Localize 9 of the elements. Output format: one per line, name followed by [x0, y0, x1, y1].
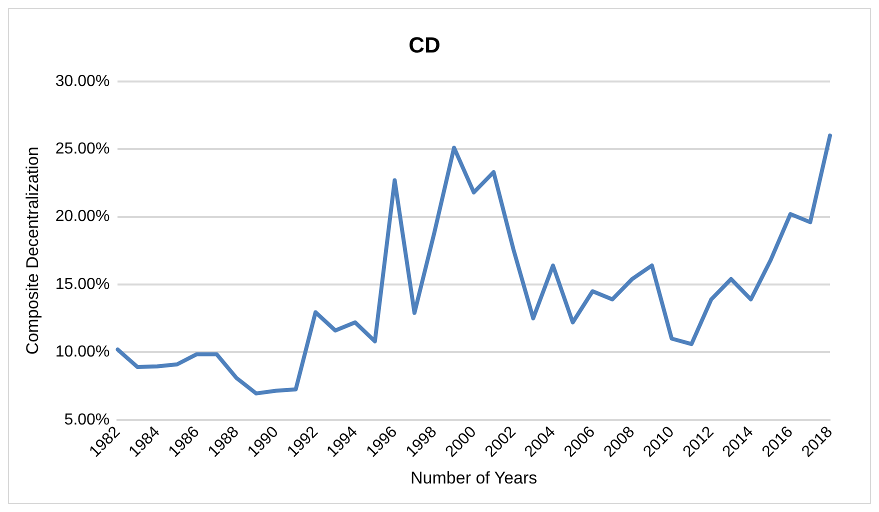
chart-title: CD	[408, 32, 440, 58]
y-axis-title: Composite Decentralization	[22, 146, 42, 355]
y-tick-label: 20.00%	[55, 208, 110, 226]
x-axis-title: Number of Years	[410, 468, 538, 488]
y-tick-label: 15.00%	[55, 276, 110, 293]
y-tick-label: 30.00%	[55, 72, 110, 90]
y-tick-label: 10.00%	[55, 344, 110, 361]
y-tick-label: 25.00%	[55, 140, 110, 158]
y-tick-label: 5.00%	[64, 411, 110, 428]
